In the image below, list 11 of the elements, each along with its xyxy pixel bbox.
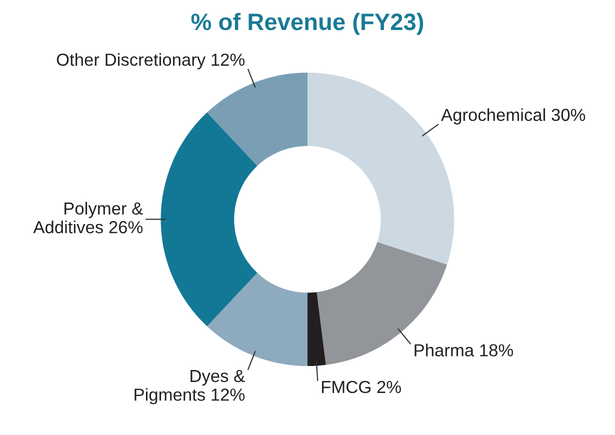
donut-slice (160, 112, 258, 326)
slice-label: Pharma 18% (414, 344, 514, 356)
slice-label: Polymer & Additives 26% (33, 202, 143, 234)
donut-slice (207, 272, 308, 366)
chart-title: % of Revenue (FY23) (191, 12, 424, 35)
slice-label: FMCG 2% (322, 380, 401, 394)
slice-label: Other Discretionary 12% (56, 53, 245, 70)
donut-slice (207, 72, 308, 166)
donut-slice (308, 292, 326, 366)
slice-label: Agrochemical 30% (441, 108, 586, 124)
slice-label: Dyes & Pigments 12% (134, 370, 245, 404)
